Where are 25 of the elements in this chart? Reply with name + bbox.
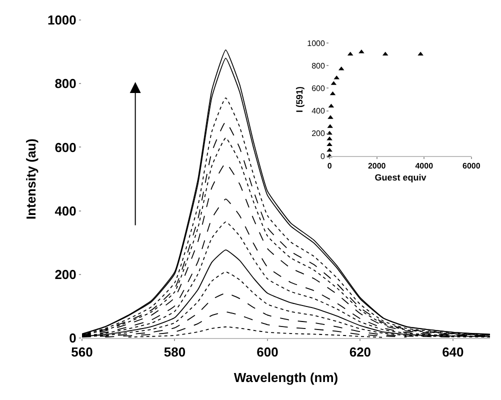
x-tick-label: 0 <box>327 162 332 171</box>
y-tick-label: 800 <box>312 61 326 70</box>
y-tick-label: 200 <box>312 129 326 138</box>
x-tick-label: 600 <box>256 344 278 360</box>
y-tick-label: 1000 <box>47 12 76 28</box>
y-tick-label: 600 <box>312 84 326 93</box>
y-axis-title: Intensity (au) <box>23 138 38 220</box>
x-tick-label: 580 <box>164 344 186 360</box>
x-tick-label: 4000 <box>415 162 434 171</box>
y-tick-label: 0 <box>69 330 76 346</box>
x-axis-title: Guest equiv <box>374 172 426 182</box>
y-axis-title: I (591) <box>294 86 304 113</box>
y-tick-label: 600 <box>54 140 76 155</box>
y-tick-label: 200 <box>54 266 76 282</box>
x-tick-label: 6000 <box>462 162 481 171</box>
y-tick-label: 400 <box>312 106 326 116</box>
x-tick-label: 2000 <box>368 162 386 171</box>
x-axis-title: Wavelength (nm) <box>234 370 338 386</box>
x-tick-label: 640 <box>442 344 464 360</box>
x-tick-label: 620 <box>349 344 372 360</box>
y-tick-label: 800 <box>54 76 76 92</box>
y-tick-label: 0 <box>320 152 326 161</box>
x-tick-label: 560 <box>71 344 93 360</box>
y-tick-label: 1000 <box>307 38 326 48</box>
y-tick-label: 400 <box>54 203 76 218</box>
